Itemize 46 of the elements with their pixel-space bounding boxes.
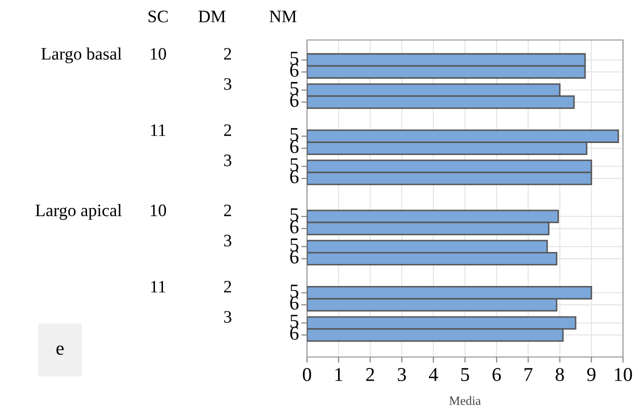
text: SC [148, 10, 168, 22]
text: 5 [290, 208, 298, 222]
x-tick-label: 3 [398, 368, 406, 382]
x-tick-label: 9 [587, 368, 596, 382]
text: Largo apical [36, 204, 122, 220]
text: 2 [224, 204, 232, 216]
text: 5 [290, 82, 298, 95]
text: 5 [290, 128, 298, 142]
text: 5 [290, 314, 298, 328]
text: DM [198, 10, 226, 22]
x-tick-label: 6 [492, 368, 501, 382]
text: 5 [290, 238, 298, 252]
text: 6 [290, 250, 299, 264]
text: 2 [224, 280, 232, 292]
text: 6 [290, 326, 299, 340]
text: e [56, 346, 64, 355]
text: 2 [224, 124, 232, 136]
text: 3 [224, 154, 232, 166]
text: 3 [224, 311, 232, 323]
text: 11 [151, 280, 166, 292]
series-label: 6 [290, 64, 299, 77]
text: 5 [290, 284, 298, 298]
text: NM [270, 10, 296, 22]
series-label: 5 [290, 52, 298, 65]
text: 6 [290, 220, 299, 234]
text: 3 [224, 78, 232, 90]
x-tick-label: 10 [614, 368, 632, 382]
text: 10 [150, 48, 166, 60]
x-tick-label: 2 [366, 368, 374, 381]
text: 6 [290, 140, 299, 154]
x-tick-label: 8 [556, 368, 564, 382]
x-tick-label: 0 [302, 368, 312, 382]
text: 11 [151, 124, 166, 136]
text: Largo basal [41, 47, 122, 64]
x-tick-label: 7 [524, 368, 532, 381]
x-tick-label: 1 [335, 368, 342, 381]
text: 10 [150, 204, 166, 216]
x-tick-label: 4 [428, 368, 438, 381]
text: 2 [224, 48, 232, 60]
text: 6 [290, 94, 299, 107]
text: 6 [290, 296, 299, 310]
text: 3 [224, 234, 232, 246]
x-axis-title: Media [449, 396, 481, 405]
text: 6 [290, 170, 299, 184]
text: 5 [290, 158, 298, 172]
x-tick-label: 5 [461, 368, 470, 382]
